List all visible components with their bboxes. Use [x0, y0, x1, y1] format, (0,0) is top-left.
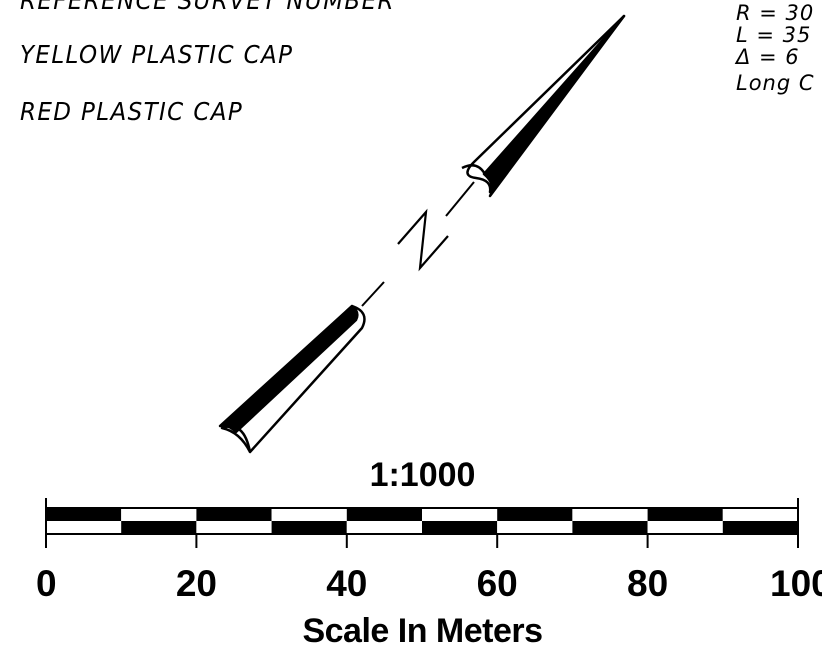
scale-segment-top [497, 508, 573, 521]
scale-segment-top [722, 508, 798, 521]
curve-long-chord: Long C [736, 71, 815, 95]
scale-segment-bottom [346, 521, 422, 534]
legend-item-reference-survey-number: REFERENCE SURVEY NUMBER [20, 0, 395, 15]
north-arrow-shaft-upper [445, 181, 475, 217]
scale-segment-bottom [572, 521, 648, 534]
north-arrow-lower-tail [218, 304, 366, 454]
north-letter-n [397, 208, 449, 272]
curve-delta: Δ = 6 [736, 45, 800, 69]
scale-tick-label: 100 [770, 563, 822, 604]
scale-segment-top [572, 508, 648, 521]
scale-tick-label: 60 [476, 563, 518, 604]
scale-tick-label: 80 [627, 563, 669, 604]
curve-radius: R = 30 [736, 1, 815, 25]
scale-segment-bottom [196, 521, 272, 534]
scale-segment-top [422, 508, 498, 521]
scale-segment-bottom [46, 521, 122, 534]
scale-segment-bottom [722, 521, 798, 534]
curve-length: L = 35 [736, 23, 812, 47]
scale-segment-bottom [497, 521, 573, 534]
scale-tick-label: 0 [36, 563, 57, 604]
scale-segment-top [647, 508, 723, 521]
legend-item-yellow-plastic-cap: YELLOW PLASTIC CAP [20, 40, 294, 69]
scale-ratio: 1:1000 [369, 456, 476, 494]
scale-segment-top [46, 508, 122, 521]
scale-tick-label: 20 [175, 563, 217, 604]
scale-segment-bottom [422, 521, 498, 534]
scale-tick-label: 40 [326, 563, 368, 604]
north-arrow-shaft-lower [361, 281, 385, 307]
scale-segment-top [121, 508, 197, 521]
scale-segment-top [196, 508, 272, 521]
scale-title: Scale In Meters [302, 612, 543, 650]
scale-segment-bottom [647, 521, 723, 534]
scale-segment-bottom [121, 521, 197, 534]
scale-segment-top [271, 508, 347, 521]
legend-item-red-plastic-cap: RED PLASTIC CAP [20, 97, 244, 126]
north-arrow-upper-tip [461, 14, 626, 198]
scale-segment-bottom [271, 521, 347, 534]
scale-segment-top [346, 508, 422, 521]
